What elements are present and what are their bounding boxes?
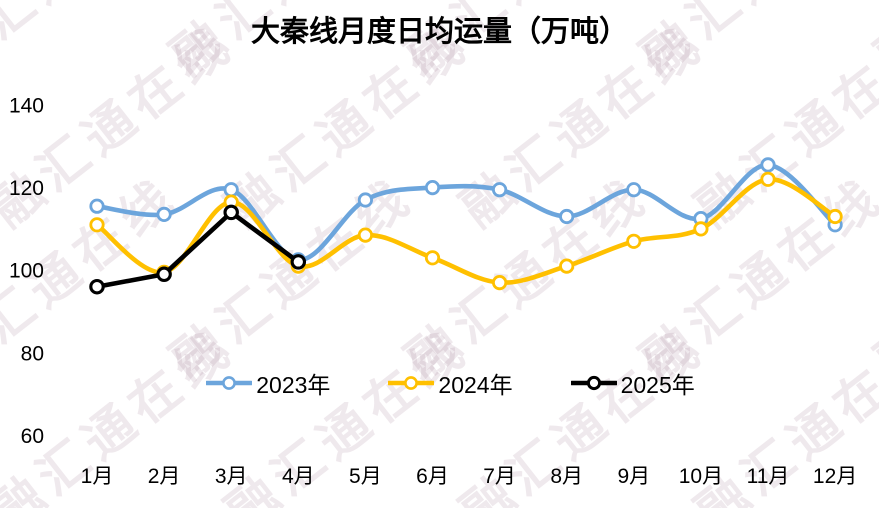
chart-legend: 2023年 2024年 2025年 [0,366,879,400]
legend-marker-icon [388,376,435,390]
data-point-marker [559,208,575,225]
y-axis-tick: 100 [9,260,44,283]
series-line-2024年 [94,176,838,285]
data-point-marker [223,204,239,221]
data-point-marker [827,208,843,225]
y-axis-tick: 140 [9,95,44,118]
data-point-marker [89,217,105,233]
x-axis-tick: 12月 [813,465,857,488]
y-axis-tick: 80 [21,342,44,365]
data-point-marker [357,227,373,243]
data-point-marker [626,233,642,249]
legend-circle [586,375,601,391]
data-point-marker [693,221,709,237]
legend-circle [222,376,237,390]
x-axis-tick: 5月 [349,465,382,488]
data-point-marker [357,192,373,208]
data-point-marker [760,171,776,187]
x-axis-tick: 1月 [81,465,114,488]
legend-label: 2025年 [620,372,695,398]
legend-marker-icon [206,376,253,390]
legend-label: 2023年 [256,372,331,398]
legend-marker-icon [570,375,617,391]
data-point-marker [559,258,575,274]
series-line-2025年 [94,210,301,289]
x-axis-tick: 4月 [282,465,315,488]
x-axis-tick: 3月 [215,465,248,488]
legend-item-2023年: 2023年 [206,366,330,400]
chart-title: 大秦线月度日均运量（万吨） [250,16,628,48]
data-point-marker [290,254,307,270]
data-point-marker [491,182,508,198]
legend-label: 2024年 [438,372,513,398]
x-axis-tick: 9月 [617,465,650,488]
data-point-marker [626,182,642,198]
data-point-marker [89,278,105,295]
data-point-marker [760,157,776,173]
data-point-marker [156,206,172,222]
y-axis-tick: 60 [21,425,44,448]
data-point-marker [424,250,441,266]
legend-item-2024年: 2024年 [388,366,513,400]
data-point-marker [156,266,172,283]
data-point-marker [491,274,508,291]
y-axis-tick: 120 [9,177,44,200]
x-axis-tick: 7月 [483,465,516,488]
legend-circle [404,376,419,390]
x-axis-tick: 6月 [416,465,449,488]
x-axis-tick: 8月 [550,465,583,488]
x-axis-tick: 11月 [747,465,790,488]
data-point-marker [89,198,105,214]
x-axis-tick: 10月 [679,465,723,488]
data-point-marker [223,182,239,198]
x-axis-tick: 2月 [148,465,181,488]
data-point-marker [424,180,441,196]
legend-item-2025年: 2025年 [570,366,695,400]
